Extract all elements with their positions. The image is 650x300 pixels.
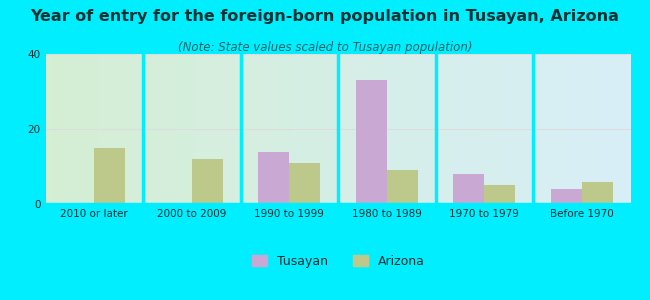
Bar xyxy=(289,163,320,204)
Bar xyxy=(258,152,289,204)
Legend: Tusayan, Arizona: Tusayan, Arizona xyxy=(246,250,430,273)
Bar xyxy=(94,148,125,204)
Bar xyxy=(582,182,613,204)
Bar xyxy=(387,170,418,204)
Bar xyxy=(356,80,387,204)
Text: Year of entry for the foreign-born population in Tusayan, Arizona: Year of entry for the foreign-born popul… xyxy=(31,9,619,24)
Bar xyxy=(192,159,223,204)
Bar xyxy=(484,185,515,204)
Bar xyxy=(453,174,484,204)
Bar xyxy=(551,189,582,204)
Text: (Note: State values scaled to Tusayan population): (Note: State values scaled to Tusayan po… xyxy=(177,40,473,53)
